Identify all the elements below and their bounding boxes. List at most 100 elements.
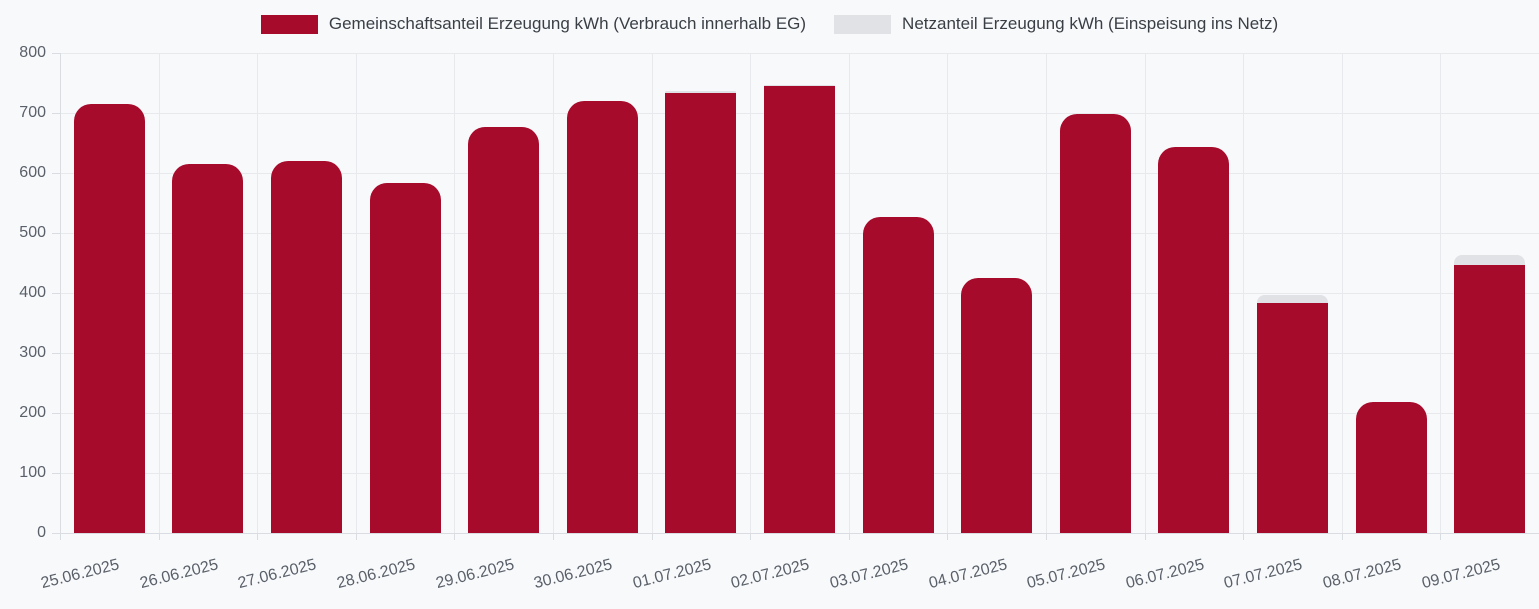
y-tick-label: 200	[19, 404, 46, 421]
gridline-vertical	[651, 53, 653, 533]
y-tick-mark	[52, 53, 60, 54]
bar-segment-gemeinschaftsanteil	[961, 278, 1033, 533]
gridline-vertical	[158, 53, 160, 533]
x-tick-label-30.06.2025: 30.06.2025	[532, 556, 615, 593]
bar-group-07.07.2025[interactable]	[1257, 294, 1328, 533]
x-tick-label-26.06.2025: 26.06.2025	[138, 556, 220, 593]
x-tick-mark	[1440, 533, 1442, 540]
bar-group-01.07.2025[interactable]	[665, 91, 737, 533]
gridline-vertical	[1046, 53, 1047, 533]
x-tick-label-09.07.2025: 09.07.2025	[1419, 556, 1502, 593]
x-tick-mark	[1046, 533, 1047, 540]
bar-group-04.07.2025[interactable]	[961, 278, 1033, 533]
x-tick-mark	[355, 533, 357, 540]
x-axis-line	[60, 533, 1539, 534]
x-tick-mark	[1243, 533, 1245, 540]
y-tick-label: 100	[19, 464, 46, 481]
y-tick-mark	[52, 173, 60, 174]
bar-segment-gemeinschaftsanteil	[764, 86, 835, 533]
bar-group-03.07.2025[interactable]	[862, 217, 934, 533]
x-tick-mark	[257, 533, 259, 540]
gridline-vertical	[454, 53, 456, 533]
y-tick-mark	[52, 413, 60, 414]
bar-segment-netzanteil	[665, 91, 737, 93]
bar-group-30.06.2025[interactable]	[566, 101, 638, 533]
gridline-vertical	[1341, 53, 1343, 533]
bar-segment-gemeinschaftsanteil	[1257, 302, 1328, 533]
y-tick-mark	[52, 533, 60, 534]
bar-segment-netzanteil	[1454, 255, 1526, 265]
x-tick-mark	[1144, 533, 1146, 540]
x-tick-mark	[454, 533, 456, 540]
y-tick-mark	[52, 113, 60, 114]
gridline-vertical	[947, 53, 949, 533]
gridline-vertical	[355, 53, 357, 533]
x-tick-mark	[848, 533, 850, 540]
bar-segment-gemeinschaftsanteil	[1059, 114, 1131, 533]
x-tick-label-07.07.2025: 07.07.2025	[1222, 556, 1305, 593]
gridline-vertical	[750, 53, 752, 533]
netzanteil-swatch-icon	[834, 14, 892, 34]
x-tick-label-04.07.2025: 04.07.2025	[926, 556, 1009, 593]
y-tick-label: 0	[37, 524, 46, 541]
bar-segment-gemeinschaftsanteil	[1355, 402, 1427, 533]
gridline-vertical	[1243, 53, 1245, 533]
plot-area	[60, 53, 1539, 534]
bar-group-02.07.2025[interactable]	[764, 84, 835, 533]
y-tick-label: 600	[19, 164, 46, 181]
bar-group-26.06.2025[interactable]	[172, 164, 244, 533]
x-tick-mark	[1341, 533, 1343, 540]
x-tick-mark	[60, 533, 61, 540]
x-tick-label-03.07.2025: 03.07.2025	[828, 556, 911, 593]
bar-group-06.07.2025[interactable]	[1158, 146, 1230, 533]
bar-segment-gemeinschaftsanteil	[1158, 146, 1230, 533]
gemeinschaftsanteil-swatch-icon	[260, 14, 318, 34]
bar-group-28.06.2025[interactable]	[369, 183, 441, 533]
y-tick-label: 500	[19, 224, 46, 241]
x-tick-mark	[750, 533, 752, 540]
bar-group-08.07.2025[interactable]	[1355, 402, 1427, 533]
bar-segment-gemeinschaftsanteil	[73, 104, 145, 533]
x-tick-label-08.07.2025: 08.07.2025	[1321, 556, 1404, 593]
x-tick-mark	[158, 533, 160, 540]
chart-legend: Gemeinschaftsanteil Erzeugung kWh (Verbr…	[0, 14, 1539, 34]
bar-group-27.06.2025[interactable]	[271, 161, 342, 533]
bar-group-29.06.2025[interactable]	[468, 127, 540, 533]
legend-item-gemeinschaftsanteil[interactable]: Gemeinschaftsanteil Erzeugung kWh (Verbr…	[260, 14, 807, 34]
bar-segment-gemeinschaftsanteil	[862, 217, 934, 533]
legend-item-netzanteil[interactable]: Netzanteil Erzeugung kWh (Einspeisung in…	[834, 14, 1278, 34]
gridline-vertical	[848, 53, 850, 533]
x-tick-label-25.06.2025: 25.06.2025	[39, 556, 122, 593]
gridline-vertical	[1440, 53, 1442, 533]
x-tick-label-06.07.2025: 06.07.2025	[1124, 556, 1206, 593]
bar-segment-gemeinschaftsanteil	[566, 101, 638, 533]
bar-segment-gemeinschaftsanteil	[172, 164, 244, 533]
y-tick-mark	[52, 353, 60, 354]
y-tick-label: 400	[19, 284, 46, 301]
gridline-vertical	[257, 53, 259, 533]
bar-group-09.07.2025[interactable]	[1454, 255, 1526, 533]
legend-label-netzanteil: Netzanteil Erzeugung kWh (Einspeisung in…	[902, 14, 1279, 33]
y-tick-mark	[52, 473, 60, 474]
x-tick-label-27.06.2025: 27.06.2025	[236, 556, 319, 593]
y-tick-label: 300	[19, 344, 46, 361]
y-axis-line	[60, 53, 61, 533]
y-tick-label: 800	[19, 44, 46, 61]
bar-segment-gemeinschaftsanteil	[468, 127, 540, 533]
bar-segment-netzanteil	[1257, 294, 1328, 303]
x-tick-mark	[651, 533, 653, 540]
bar-group-05.07.2025[interactable]	[1059, 114, 1131, 533]
x-tick-label-02.07.2025: 02.07.2025	[729, 556, 812, 593]
y-tick-label: 700	[19, 104, 46, 121]
bar-segment-netzanteil	[764, 84, 835, 86]
bar-group-25.06.2025[interactable]	[73, 104, 145, 533]
gridline-vertical	[553, 53, 554, 533]
gridline-vertical	[1144, 53, 1146, 533]
x-tick-label-05.07.2025: 05.07.2025	[1025, 556, 1108, 593]
bar-segment-gemeinschaftsanteil	[369, 183, 441, 533]
y-tick-mark	[52, 293, 60, 294]
bar-segment-gemeinschaftsanteil	[271, 161, 342, 533]
legend-label-gemeinschaftsanteil: Gemeinschaftsanteil Erzeugung kWh (Verbr…	[328, 14, 807, 33]
bar-segment-gemeinschaftsanteil	[665, 92, 737, 533]
